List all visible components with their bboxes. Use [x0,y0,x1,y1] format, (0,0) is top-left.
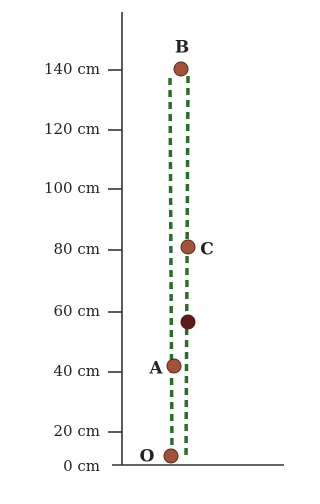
tick-label: 60 cm [54,302,100,320]
tick-label: 100 cm [44,179,100,197]
tick-label: 0 cm [63,457,100,475]
diagram: 140 cm 120 cm 100 cm 80 cm 60 cm 40 cm 20 cm 0 … [0,0,284,504]
tick-label: 20 cm [54,422,100,440]
ball-o [164,449,178,463]
ball-a [167,359,181,373]
point-label: B [175,38,189,58]
downward-path [186,76,188,460]
upward-path [170,78,172,460]
tick-label: 40 cm [54,362,100,380]
tick-label: 80 cm [54,240,100,258]
ticks: 140 cm 120 cm 100 cm 80 cm 60 cm 40 cm 20 cm 0 … [44,60,122,475]
ball-c [181,240,195,254]
point-label: O [140,447,155,467]
ball-b [174,62,188,76]
tick-label: 120 cm [44,120,100,138]
ball [181,315,196,330]
tick-label: 140 cm [44,60,100,78]
point-label: C [200,240,214,260]
page: {"axis": {"ticks": ["140 cm", "120 cm", … [0,0,320,504]
point-label: A [148,359,163,379]
